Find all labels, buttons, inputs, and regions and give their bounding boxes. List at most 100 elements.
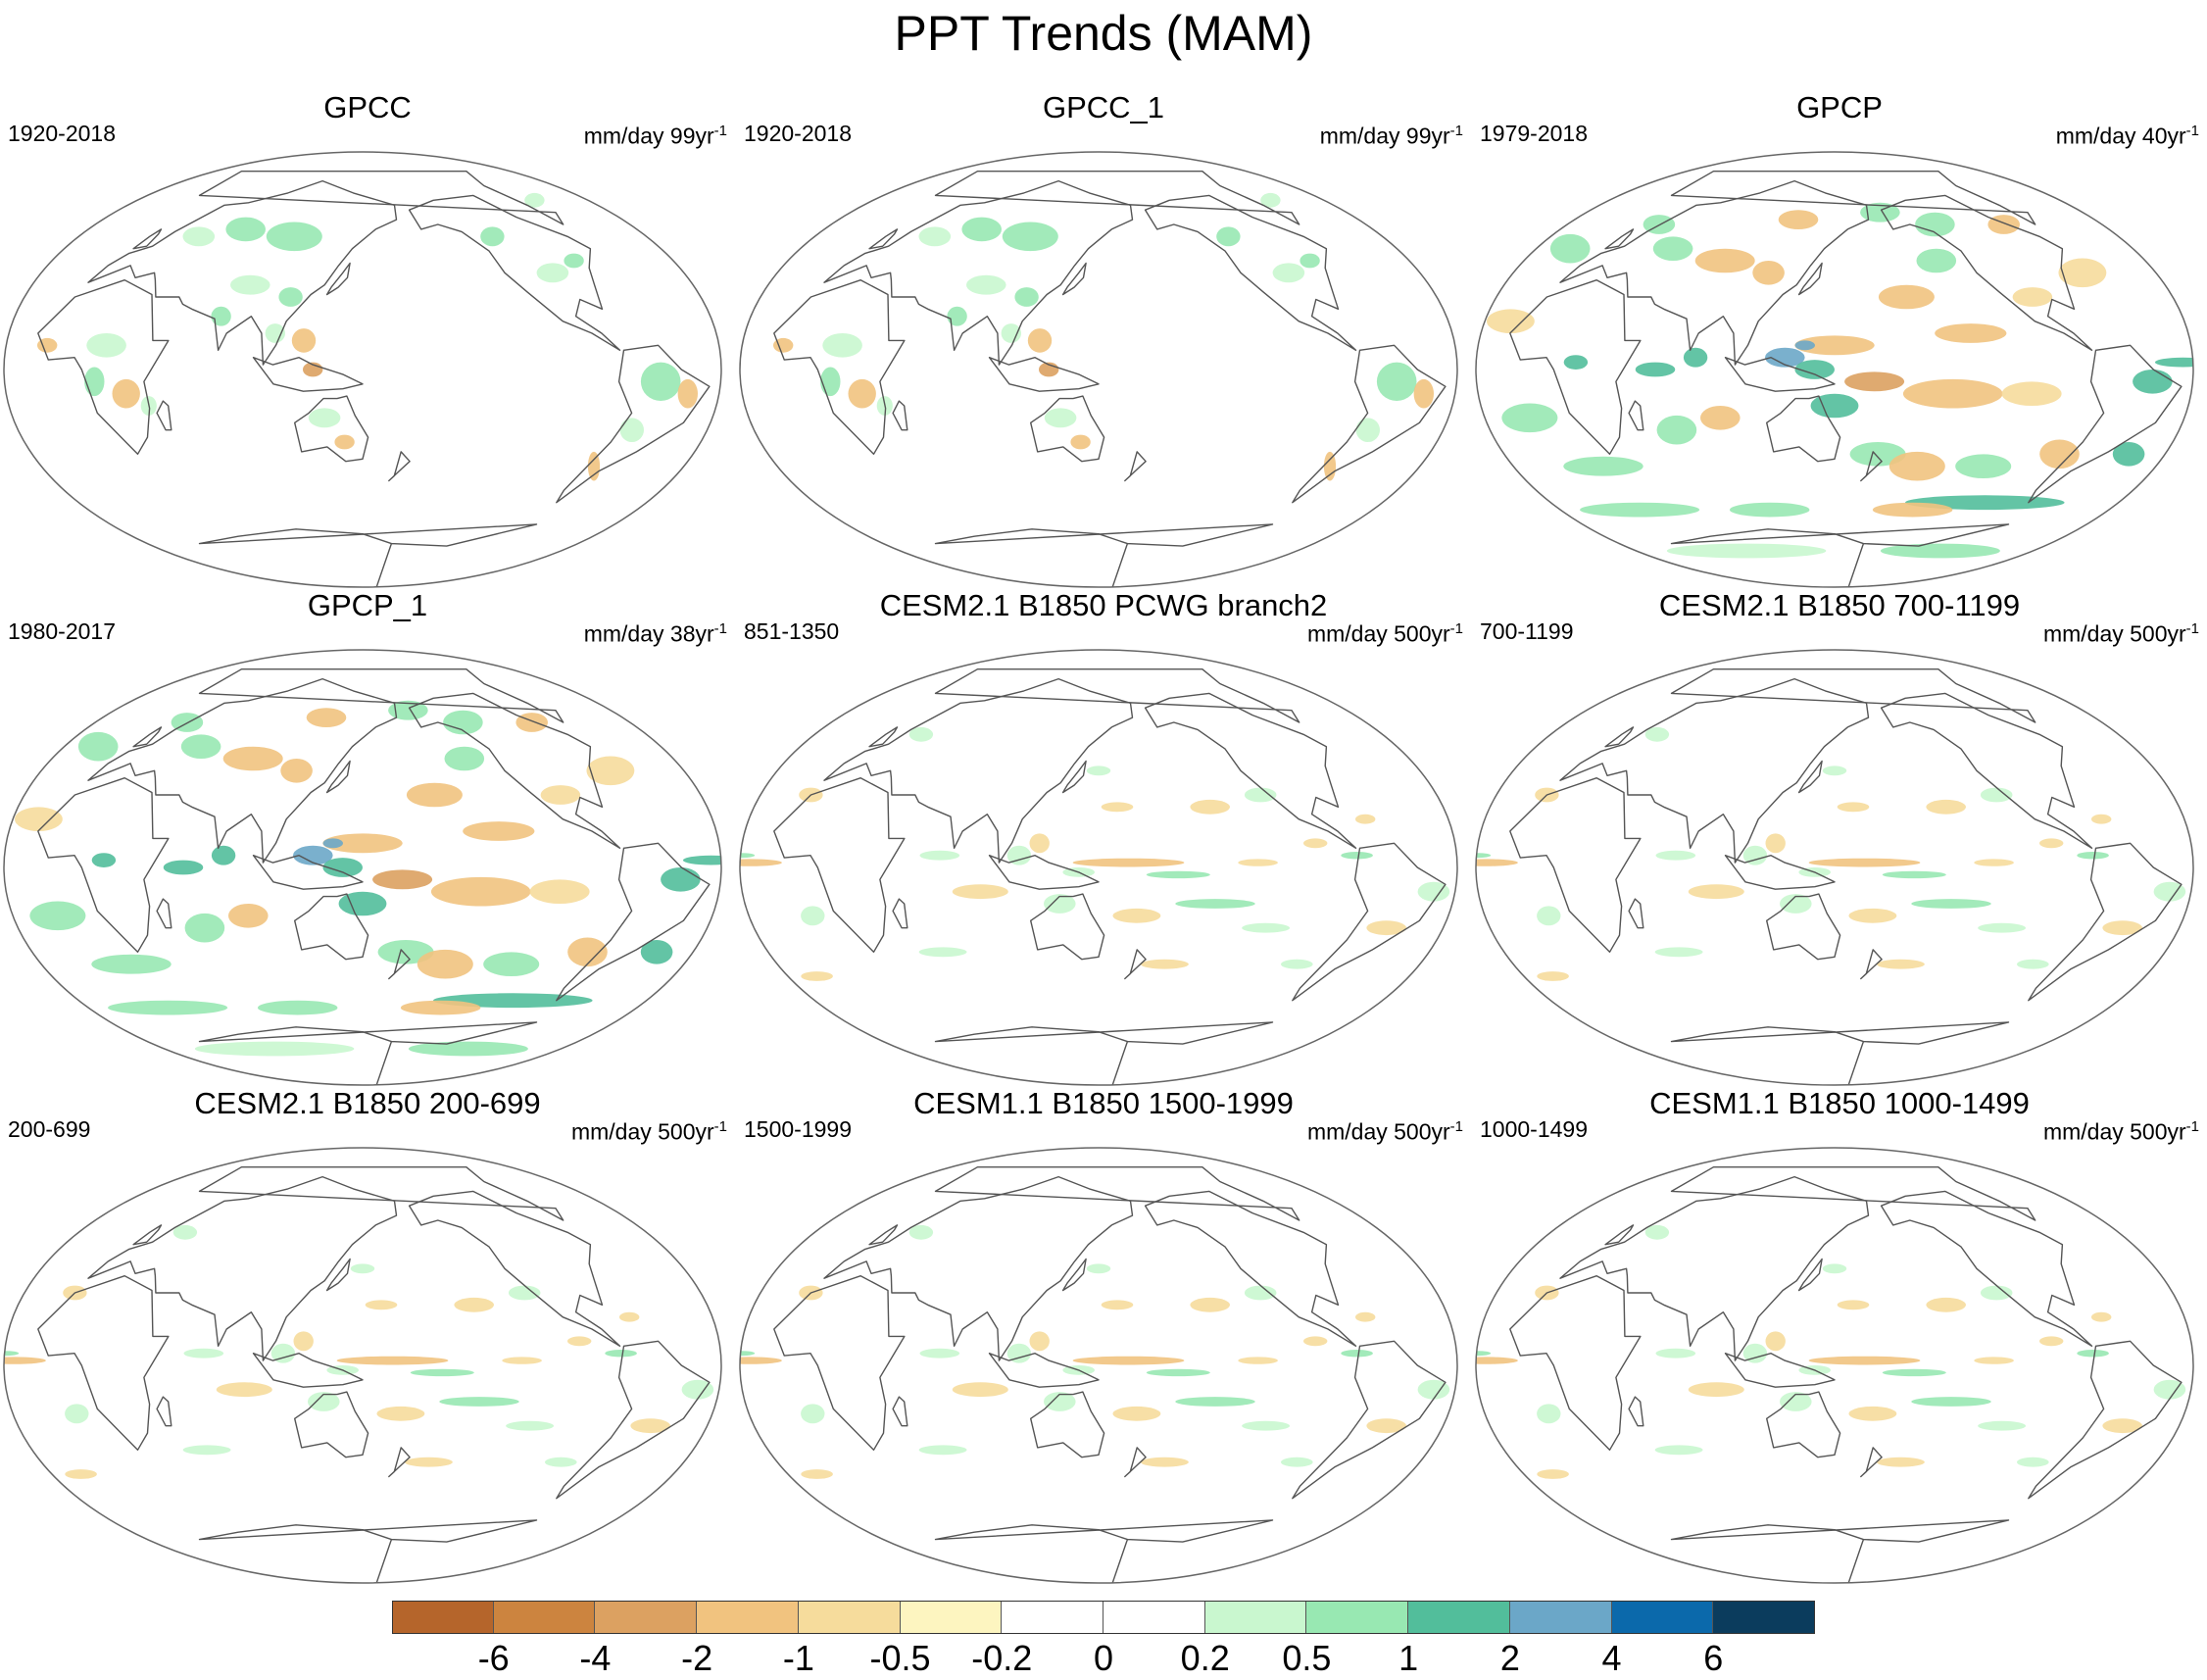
trend-patch xyxy=(163,860,204,875)
map-border xyxy=(3,151,722,588)
trend-patch xyxy=(1141,959,1189,969)
world-map xyxy=(739,151,1458,588)
trend-patch xyxy=(1417,881,1450,902)
trend-patch xyxy=(230,274,270,295)
trend-patch xyxy=(1780,894,1812,914)
trend-patch xyxy=(1822,766,1847,776)
trend-patch xyxy=(1848,908,1897,923)
trend-patch xyxy=(918,226,952,247)
trend-patch xyxy=(443,710,483,735)
world-map xyxy=(3,649,722,1086)
trend-patch xyxy=(918,1445,967,1456)
trend-patch xyxy=(1810,393,1859,419)
trend-field xyxy=(1476,152,2193,587)
trend-patch xyxy=(1281,1457,1313,1467)
coastline-samerica xyxy=(2028,842,2182,1002)
coastline-eurasia xyxy=(1559,179,1870,366)
coastline-samerica xyxy=(556,842,711,1002)
coastline-africa xyxy=(37,777,170,953)
coastline-australia xyxy=(294,1391,369,1458)
trend-patch xyxy=(1694,248,1755,273)
trend-patch xyxy=(2077,852,2109,860)
coastline-madagascar xyxy=(156,1396,172,1427)
trend-patch xyxy=(430,876,531,907)
trend-patch xyxy=(338,891,387,916)
trend-patch xyxy=(1537,971,1569,981)
trend-patch xyxy=(1872,502,1953,518)
colorbar-swatch xyxy=(392,1601,494,1634)
panel-title: GPCC_1 xyxy=(1042,90,1165,124)
coastline-eurasia xyxy=(823,677,1134,864)
trend-patch xyxy=(1244,1285,1277,1301)
trend-patch xyxy=(270,1343,296,1363)
coastline-japan xyxy=(325,262,351,296)
trend-patch xyxy=(1175,1397,1255,1407)
coastline-indonesia xyxy=(252,855,364,890)
trend-patch xyxy=(966,274,1006,295)
trend-patch xyxy=(740,1357,782,1364)
trend-patch xyxy=(1730,502,1810,518)
trend-patch xyxy=(1029,833,1050,854)
coastline-japan xyxy=(1797,1258,1823,1292)
coastline-indonesia xyxy=(252,357,364,392)
trend-patch xyxy=(502,1357,542,1364)
coastline-antarctica xyxy=(934,1021,1274,1085)
coastline-japan xyxy=(1797,760,1823,794)
trend-field xyxy=(1476,1148,2193,1583)
coastline-indonesia xyxy=(1724,357,1836,392)
trend-patch xyxy=(1978,1420,2026,1431)
coastline-greenland xyxy=(1670,171,2036,225)
coastline-nz xyxy=(388,1447,411,1478)
trend-patch xyxy=(567,1336,592,1347)
trend-patch xyxy=(350,1263,375,1274)
trend-patch xyxy=(2017,959,2049,969)
panel-period: 1500-1999 xyxy=(744,1116,852,1142)
trend-patch xyxy=(1366,1418,1406,1434)
coastline-samerica xyxy=(556,1340,711,1500)
coastline-uk xyxy=(1604,1224,1635,1246)
trend-patch xyxy=(919,1348,960,1359)
trend-patch xyxy=(1303,1336,1328,1347)
trend-patch xyxy=(524,192,545,208)
coastline-namerica xyxy=(408,692,621,849)
coastline-madagascar xyxy=(892,1396,908,1427)
coastline-madagascar xyxy=(1628,1396,1644,1427)
trend-patch xyxy=(1915,212,1955,237)
panel-title: CESM2.1 B1850 200-699 xyxy=(194,1086,541,1120)
trend-patch xyxy=(677,378,698,409)
trend-patch xyxy=(1794,340,1815,351)
coastline-uk xyxy=(132,228,163,250)
colorbar-tick-label: -1 xyxy=(782,1638,814,1678)
trend-patch xyxy=(740,859,782,866)
trend-patch xyxy=(265,323,285,343)
colorbar-tick-label: 1 xyxy=(1398,1638,1419,1678)
trend-patch xyxy=(258,1000,338,1015)
trend-patch xyxy=(2058,258,2107,288)
world-map xyxy=(1475,649,2194,1086)
trend-patch xyxy=(1688,1382,1744,1398)
trend-patch xyxy=(1765,347,1805,368)
trend-patch xyxy=(2102,1418,2142,1434)
trend-patch xyxy=(1926,1297,1966,1312)
trend-field xyxy=(1476,650,2193,1085)
trend-patch xyxy=(365,1300,398,1310)
coastline-uk xyxy=(1604,726,1635,748)
colorbar-swatch xyxy=(798,1601,901,1634)
trend-patch xyxy=(377,940,434,964)
trend-patch xyxy=(410,1368,474,1377)
map-panel: GPCC_1 1920-2018 mm/day 99yr-1 xyxy=(736,90,1471,590)
trend-patch xyxy=(408,1041,528,1057)
trend-patch xyxy=(2039,838,2064,849)
coastline-namerica xyxy=(1144,692,1357,849)
trend-patch xyxy=(1700,406,1741,430)
panel-title: CESM2.1 B1850 700-1199 xyxy=(1658,588,2021,622)
trend-patch xyxy=(801,1404,825,1424)
panel-title: GPCP_1 xyxy=(307,588,428,622)
trend-patch xyxy=(1563,355,1589,370)
coastline-africa xyxy=(773,1275,906,1451)
trend-patch xyxy=(1242,922,1290,933)
trend-patch xyxy=(37,337,58,353)
coastline-greenland xyxy=(198,171,564,225)
coastline-madagascar xyxy=(156,400,172,431)
trend-patch xyxy=(1794,335,1875,356)
